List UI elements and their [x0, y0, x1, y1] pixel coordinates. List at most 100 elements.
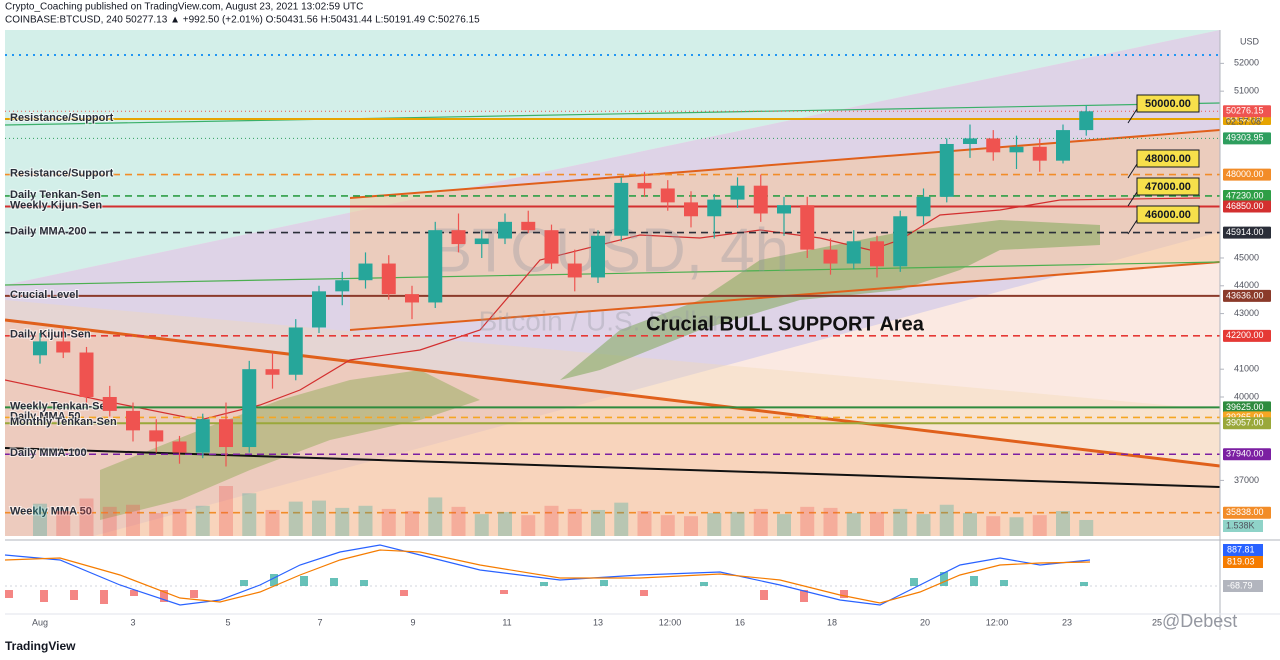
volume-bar: [707, 513, 722, 536]
candle-body: [102, 396, 117, 411]
volume-bar: [684, 516, 698, 536]
x-tick-label: Aug: [32, 617, 48, 627]
callout-pointer: [1127, 219, 1138, 235]
volume-bar: [521, 515, 536, 536]
price-tag-label: 49303.95: [1226, 133, 1264, 143]
level-tag: [1223, 189, 1271, 202]
y-tick-label: 44000: [1234, 280, 1259, 290]
macd-tag: [1223, 556, 1263, 568]
candle-body: [335, 280, 350, 292]
volume-bar: [591, 509, 605, 536]
candle-body: [126, 410, 140, 431]
callout-label: 46000.00: [1145, 209, 1191, 221]
callout-box: [1136, 94, 1200, 113]
candle-body: [405, 294, 419, 303]
macd-line: [4, 544, 1091, 606]
candle-body: [451, 230, 466, 245]
level-label: Daily MMA 100: [10, 447, 87, 459]
callout-pointer: [1127, 163, 1138, 179]
x-tick-label: 11: [502, 617, 511, 627]
volume: [33, 486, 1094, 536]
callouts: 50000.00 48000.00 47000.00 46000.00: [1127, 94, 1200, 235]
volume-bar: [335, 507, 350, 536]
volume-bar: [195, 505, 210, 536]
level-tag: [1223, 226, 1271, 239]
candle-body: [521, 221, 536, 231]
watermark: BTCUSD, 4h: [431, 216, 789, 285]
level-label: Crucial Level: [10, 289, 78, 301]
volume-bar: [312, 500, 326, 536]
countdown: 02:57:08: [1226, 117, 1261, 127]
falling-line: [5, 447, 1220, 488]
candle-body: [474, 238, 489, 245]
logo: TradingView: [5, 639, 76, 653]
candle-body: [963, 138, 977, 144]
level-label: Weekly MMA 50: [10, 506, 92, 518]
x-tick-label: 25: [1152, 617, 1162, 627]
candle-body: [265, 369, 280, 375]
macd-tags: 887.81 819.03 -68.79: [1223, 544, 1263, 592]
level-label: Weekly Tenkan-Sen: [10, 400, 113, 412]
candle-body: [637, 182, 652, 189]
candle-body: [591, 235, 605, 278]
level-tag-label: 37940.00: [1226, 449, 1264, 459]
volume-bar: [126, 504, 140, 536]
symbol-line: COINBASE:BTCUSD, 240 50277.13 ▲ +992.50 …: [5, 15, 480, 26]
x-tick-label: 3: [130, 617, 135, 627]
credit: @Debest: [1162, 611, 1237, 631]
level-tag-label: 35838.00: [1226, 507, 1264, 517]
level-label: Daily MMA 200: [10, 225, 87, 237]
annotation: Crucial BULL SUPPORT Area: [646, 313, 925, 335]
candle-body: [800, 205, 815, 250]
volume-bar: [288, 501, 303, 536]
volume-bar: [172, 508, 187, 536]
bg-mid: [5, 300, 1220, 466]
volume-bar: [753, 508, 768, 536]
callout-pointer: [1127, 191, 1138, 207]
candle-body: [684, 202, 698, 217]
volume-bar: [498, 512, 512, 536]
level-tag: [1223, 329, 1271, 342]
background: [5, 30, 1220, 536]
candle-body: [870, 241, 884, 267]
level-label: Daily Kijun-Sen: [10, 329, 91, 341]
volume-bar: [870, 512, 884, 536]
bg-lower: [5, 320, 1220, 536]
volume-bar: [149, 513, 164, 536]
volume-bar: [1079, 519, 1094, 536]
level-label: Daily MMA 50: [10, 410, 81, 422]
macd-hist-neg: [5, 590, 848, 604]
volume-bar: [405, 511, 419, 536]
y-tick-label: 40000: [1234, 391, 1259, 401]
callout-box: [1136, 177, 1200, 196]
level-tag: [1223, 417, 1271, 430]
candle-body: [56, 341, 71, 353]
price-tag-label: 50276.15: [1226, 106, 1264, 116]
volume-bar: [33, 503, 47, 536]
candle-body: [79, 352, 94, 397]
signal-line: [4, 549, 1091, 604]
volume-bar: [1009, 517, 1024, 536]
candle-body: [288, 327, 303, 375]
volume-bar: [893, 508, 908, 536]
level-tag: [1223, 200, 1271, 213]
candle-body: [1032, 146, 1047, 161]
callout-box: [1136, 205, 1200, 224]
macd-tag: [1223, 580, 1263, 592]
candle-body: [428, 230, 443, 303]
candle-body: [195, 419, 210, 453]
level-label: Resistance/Support: [10, 112, 114, 124]
level-tag-label: 46850.00: [1226, 201, 1264, 211]
x-tick-label: 12:00: [659, 617, 682, 627]
candle-body: [33, 341, 47, 356]
volume-bar: [428, 497, 443, 536]
level-tag-label: 47230.00: [1226, 190, 1264, 200]
channel: [350, 130, 1220, 330]
y-tick-label: 52000: [1234, 58, 1259, 68]
macd-tag-label: 887.81: [1227, 544, 1255, 554]
volume-tag-label: 1.538K: [1226, 520, 1255, 530]
level-tag-label: 42200.00: [1226, 330, 1264, 340]
levels: Resistance/Support Resistance/Support Dail…: [5, 110, 1220, 519]
